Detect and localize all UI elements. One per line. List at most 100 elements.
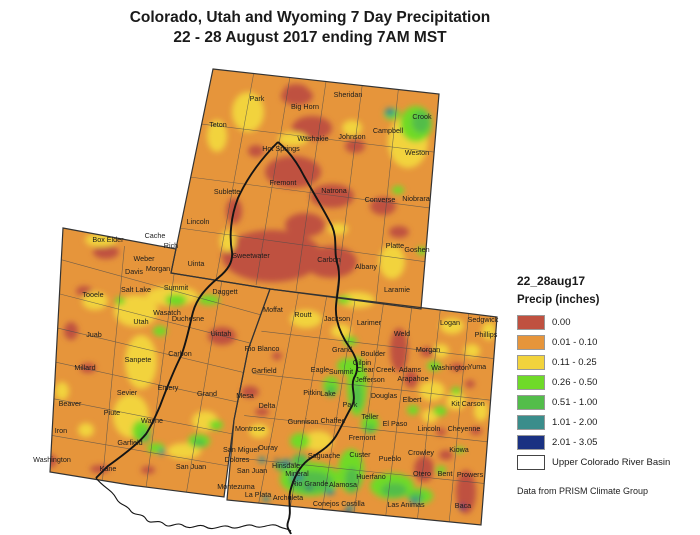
county-label: Utah — [133, 317, 148, 326]
precip-field — [50, 84, 496, 525]
county-label: Logan — [440, 318, 460, 327]
county-label: Salt Lake — [121, 285, 151, 294]
county-label: Weld — [394, 329, 410, 338]
county-label: Moffat — [263, 305, 283, 314]
state-borders — [49, 68, 498, 526]
county-label: Jefferson — [355, 375, 384, 384]
county-label: Niobrara — [402, 194, 430, 203]
basin-label: Upper Colorado River Basin — [552, 456, 671, 468]
county-label: Sevier — [117, 388, 138, 397]
county-label: Delta — [259, 401, 276, 410]
county-label: Morgan — [146, 264, 170, 273]
county-label: Laramie — [384, 285, 410, 294]
county-label: Washakie — [297, 134, 328, 143]
legend-item-label: 0.00 — [552, 316, 571, 328]
legend-item: 0.00 — [517, 312, 692, 332]
county-boundaries — [51, 73, 494, 522]
county-label: Elbert — [403, 395, 422, 404]
basin-swatch — [517, 454, 545, 470]
county-label: Uintah — [211, 329, 232, 338]
county-label: Uinta — [188, 259, 205, 268]
legend-item-label: 0.26 - 0.50 — [552, 376, 598, 388]
county-label: Emery — [158, 383, 179, 392]
county-label: Prowers — [457, 470, 484, 479]
county-label: San Juan — [176, 462, 206, 471]
legend-swatch — [517, 394, 545, 410]
legend-swatch — [517, 374, 545, 390]
county-label: Eagle — [311, 365, 329, 374]
county-label: Kiowa — [449, 445, 469, 454]
legend-swatch — [517, 334, 545, 350]
county-label: Kit Carson — [451, 399, 485, 408]
county-label: Grand — [332, 345, 352, 354]
legend-item: 0.01 - 0.10 — [517, 332, 692, 352]
county-label: Carbon — [317, 255, 341, 264]
county-label: Rio Grande — [292, 479, 329, 488]
county-label: Rich — [164, 241, 178, 250]
legend-item: 0.51 - 1.00 — [517, 392, 692, 412]
county-label: Garfield — [251, 366, 276, 375]
county-label: Otero — [413, 469, 431, 478]
county-label: Iron — [55, 426, 67, 435]
county-label: Albany — [355, 262, 377, 271]
county-label: Wayne — [141, 416, 163, 425]
legend-swatch — [517, 414, 545, 430]
county-label: Arapahoe — [397, 374, 428, 383]
county-label: Platte — [386, 241, 404, 250]
county-label: San Juan — [237, 466, 267, 475]
county-label: Garfield — [117, 438, 142, 447]
county-label: Clear Creek — [357, 365, 396, 374]
county-label: Lincoln — [187, 217, 210, 226]
county-label: Sanpete — [125, 355, 152, 364]
county-label: Sheridan — [334, 90, 363, 99]
county-label: Rio Blanco — [245, 344, 280, 353]
county-label: Kane — [100, 464, 117, 473]
data-source-note: Data from PRISM Climate Group — [517, 486, 649, 496]
county-label: Bent — [438, 469, 453, 478]
county-label: Sedgwick — [468, 315, 499, 324]
county-label: Juab — [86, 330, 102, 339]
county-label: Cache — [145, 231, 166, 240]
county-label: Washington — [431, 363, 469, 372]
county-label: Summit — [329, 367, 353, 376]
county-label: Lake — [320, 389, 336, 398]
upper-colorado-river-basin-outline — [95, 141, 359, 535]
county-label: Morgan — [416, 345, 440, 354]
county-label: Cheyenne — [448, 424, 481, 433]
county-label: Alamosa — [329, 480, 357, 489]
legend-item: 1.01 - 2.00 — [517, 412, 692, 432]
county-label: Sweetwater — [232, 251, 270, 260]
county-label: Custer — [349, 450, 371, 459]
legend-subheading: Precip (inches) — [517, 294, 600, 306]
county-label: Mineral — [285, 469, 309, 478]
county-label: Montezuma — [217, 482, 255, 491]
county-labels: Park Big Horn Sheridan Crook Weston Campbell J… — [33, 90, 499, 510]
legend-item: 2.01 - 3.05 — [517, 432, 692, 452]
county-label: Jackson — [324, 314, 350, 323]
county-label: Summit — [164, 283, 188, 292]
county-label: La Plata — [245, 490, 271, 499]
county-label: Pueblo — [379, 454, 401, 463]
county-label: Saguache — [308, 451, 340, 460]
county-label: Hot Springs — [262, 144, 300, 153]
county-label: Archuleta — [273, 493, 303, 502]
county-label: El Paso — [383, 419, 408, 428]
legend-item: 0.26 - 0.50 — [517, 372, 692, 392]
county-label: Millard — [74, 363, 95, 372]
county-label: Gunnison — [288, 417, 319, 426]
legend-item-label: 2.01 - 3.05 — [552, 436, 598, 448]
county-label: Teton — [209, 120, 227, 129]
legend-basin-row: Upper Colorado River Basin — [517, 452, 692, 472]
county-label: Teller — [361, 412, 379, 421]
county-label: Lincoln — [418, 424, 441, 433]
county-label: Fremont — [349, 433, 376, 442]
legend: 22_28aug17 Precip (inches) 0.00 0.01 - 0.… — [517, 274, 692, 496]
county-label: Baca — [455, 501, 471, 510]
county-label: Las Animas — [387, 500, 425, 509]
legend-swatch — [517, 434, 545, 450]
county-label: San Miguel — [223, 445, 259, 454]
county-label: Sublette — [214, 187, 240, 196]
county-label: Routt — [294, 310, 311, 319]
